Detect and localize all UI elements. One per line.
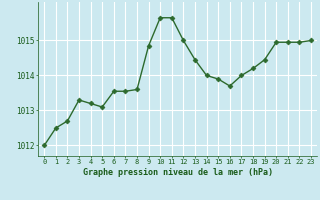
X-axis label: Graphe pression niveau de la mer (hPa): Graphe pression niveau de la mer (hPa) (83, 168, 273, 177)
